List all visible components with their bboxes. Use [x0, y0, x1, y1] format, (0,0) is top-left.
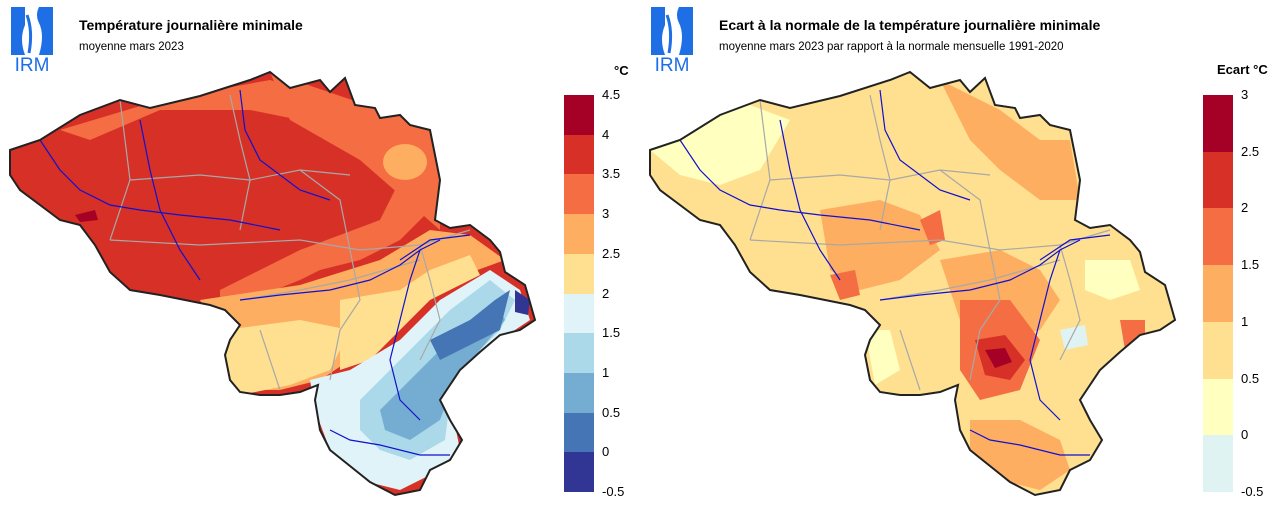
legend-unit: °C [614, 63, 629, 78]
map-subtitle: moyenne mars 2023 [79, 41, 184, 53]
legend-swatch [1203, 208, 1233, 266]
map-title: Température journalière minimale [79, 17, 303, 33]
legend-tick-label: 1 [1241, 313, 1249, 329]
legend-tick-label: 2.5 [602, 245, 621, 261]
legend-swatch [1203, 151, 1233, 209]
legend-tick-label: 2 [602, 285, 610, 301]
legend-swatch [564, 253, 594, 294]
legend-swatch [564, 452, 594, 493]
map-title: Ecart à la normale de la température jou… [719, 17, 1101, 33]
legend-swatch [1203, 378, 1233, 436]
legend-tick-label: -0.5 [1241, 484, 1264, 499]
legend-tick-label: 2 [1241, 200, 1249, 216]
legend-swatch [1203, 265, 1233, 323]
legend-tick-label: 1.5 [1241, 257, 1260, 273]
right-map-panel: IRM Ecart à la normale de la température… [640, 0, 1280, 507]
belgium-temperature-map [9, 71, 536, 496]
legend-tick-label: 3 [602, 206, 610, 222]
legend-swatch [564, 174, 594, 215]
legend-tick-label: 0.5 [1241, 370, 1260, 386]
legend-unit: Ecart °C [1217, 62, 1268, 77]
legend-tick-label: 3.5 [602, 166, 621, 182]
legend-swatch [564, 214, 594, 255]
legend-swatch [564, 134, 594, 175]
legend-tick-label: 0 [1241, 427, 1249, 443]
legend-tick-label: 1 [602, 364, 610, 380]
map-subtitle: moyenne mars 2023 par rapport à la norma… [719, 41, 1064, 53]
legend-swatch [1203, 321, 1233, 380]
legend-tick-label: 3 [1241, 87, 1249, 102]
legend-tick-label: 1.5 [602, 325, 621, 341]
color-legend: 4.5 4 3.5 3 2.5 2 1.5 1 0.5 0 -0.5 [564, 87, 624, 499]
legend-tick-label: 2.5 [1241, 143, 1260, 159]
legend-tick-label: 0 [602, 444, 610, 460]
irm-logo: IRM [11, 7, 53, 73]
legend-tick-label: 4 [602, 126, 610, 142]
logo-text: IRM [655, 55, 690, 73]
legend-tick-label: 0.5 [602, 404, 621, 420]
legend-swatch [1203, 95, 1233, 153]
legend-swatch [564, 333, 594, 374]
legend-swatch [564, 372, 594, 414]
legend-swatch [564, 293, 594, 334]
logo-text: IRM [15, 55, 50, 73]
belgium-anomaly-map [649, 71, 1176, 496]
legend-tick-label: 4.5 [602, 87, 621, 102]
irm-logo: IRM [651, 7, 693, 73]
legend-swatch [564, 95, 594, 136]
legend-swatch [564, 412, 594, 453]
legend-tick-label: -0.5 [602, 484, 625, 499]
left-map-panel: IRM Température journalière minimale moy… [9, 7, 629, 499]
legend-swatch [1203, 435, 1233, 493]
color-legend: 3 2.5 2 1.5 1 0.5 0 -0.5 [1203, 87, 1263, 499]
